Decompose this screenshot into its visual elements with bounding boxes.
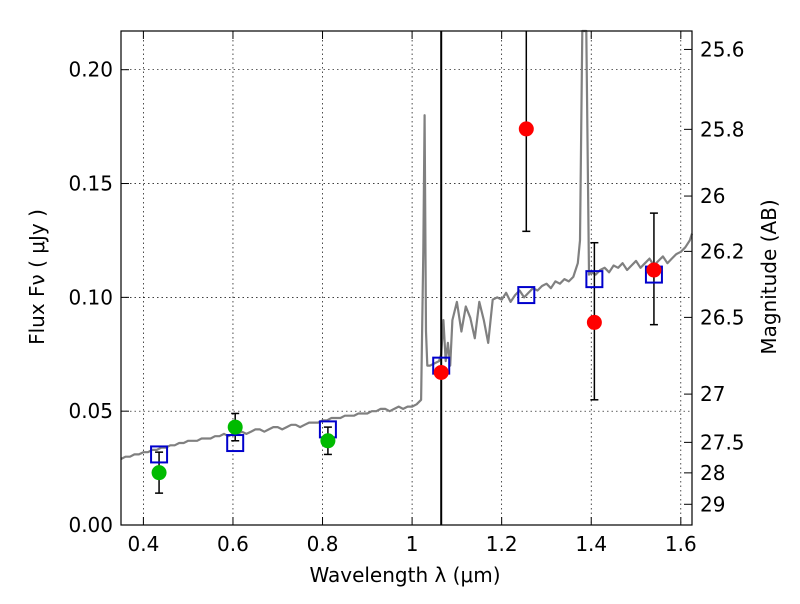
- nir-point-0: [433, 364, 449, 380]
- nir-point-2: [586, 314, 602, 330]
- y-tick-label-3: 0.15: [68, 172, 113, 196]
- y2-axis-label: Magnitude (AB): [757, 199, 781, 354]
- spectrum-layer: [120, 29, 694, 460]
- x-tick-label-4: 1.2: [486, 532, 518, 556]
- ticks-layer: 0.4 0.6 0.8 1 1.2 1.4 1.6 0.00 0.05 0.10 0.15 0.20 2…: [68, 31, 745, 556]
- y2-tick-label-0: 25.6: [700, 37, 745, 61]
- y-tick-label-0: 0.00: [68, 513, 113, 537]
- x-tick-label-6: 1.6: [665, 532, 697, 556]
- y-tick-label-4: 0.20: [68, 58, 113, 82]
- y-axis-label: Flux Fν ( μJy ): [25, 209, 49, 345]
- model-square-1: [226, 434, 245, 453]
- spectrum-line: [120, 29, 694, 460]
- marker-layer: [150, 121, 663, 481]
- axes-layer: [120, 30, 693, 526]
- y2-tick-label-3: 26.2: [700, 239, 745, 263]
- x-tick-label-5: 1.4: [575, 532, 607, 556]
- y2-tick-label-8: 29: [700, 492, 725, 516]
- nir-point-1: [518, 121, 534, 137]
- x-axis-label: Wavelength λ (μm): [309, 563, 500, 587]
- optical-point-2: [320, 433, 336, 449]
- optical-point-0: [151, 465, 167, 481]
- y2-tick-label-2: 26: [700, 184, 725, 208]
- y2-tick-label-7: 28: [700, 461, 725, 485]
- optical-point-1: [227, 419, 243, 435]
- x-tick-label-1: 0.6: [217, 532, 249, 556]
- y2-tick-label-6: 27.5: [700, 430, 745, 454]
- y2-tick-label-4: 26.5: [700, 305, 745, 329]
- x-tick-label-3: 1: [406, 532, 419, 556]
- model-square-0: [150, 445, 169, 464]
- plot-frame: [120, 30, 693, 526]
- y2-tick-label-1: 25.8: [700, 117, 745, 141]
- x-tick-label-0: 0.4: [127, 532, 159, 556]
- model-square-4: [517, 286, 536, 305]
- model-square-5: [585, 270, 604, 289]
- y2-tick-label-5: 27: [700, 382, 725, 406]
- y-tick-label-1: 0.05: [68, 399, 113, 423]
- y-tick-label-2: 0.10: [68, 285, 113, 309]
- x-tick-label-2: 0.8: [307, 532, 339, 556]
- nir-point-3: [646, 262, 662, 278]
